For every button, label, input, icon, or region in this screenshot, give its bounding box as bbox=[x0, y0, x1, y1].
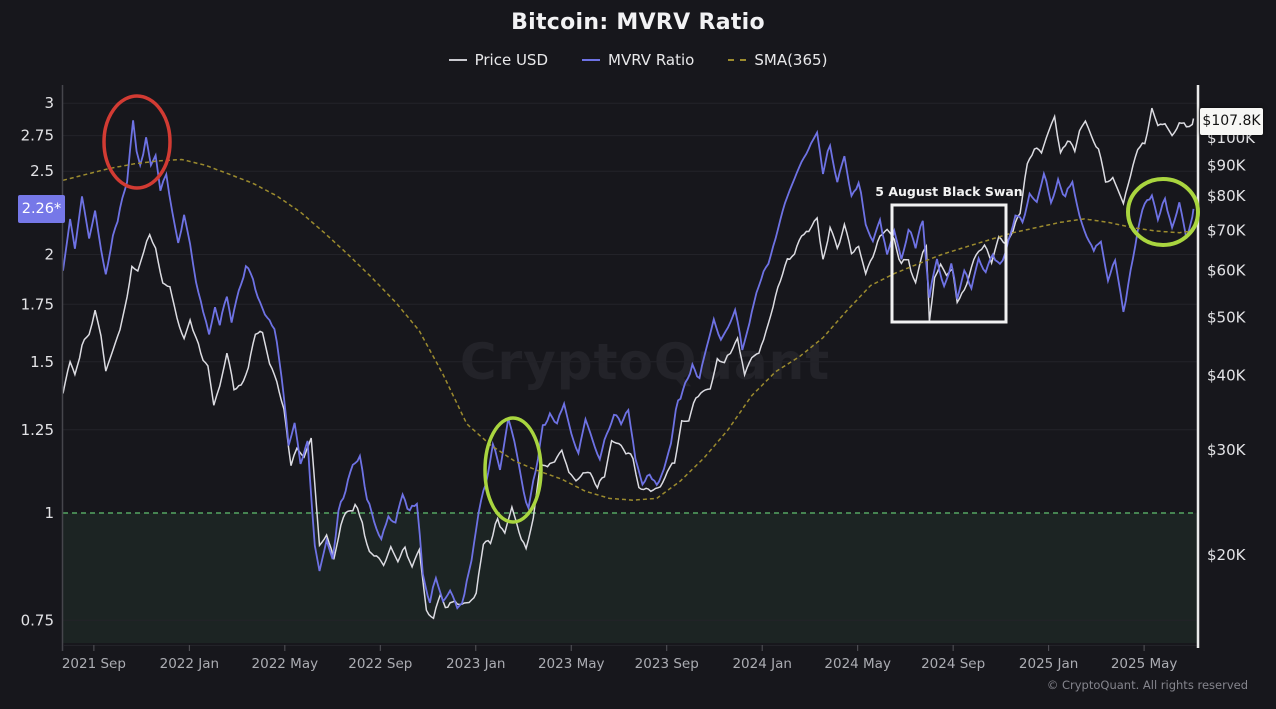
y-axis-right-tick-label: $30K bbox=[1207, 441, 1247, 459]
annotation-box bbox=[890, 203, 1008, 324]
y-axis-right-tick-label: $80K bbox=[1207, 187, 1247, 205]
y-axis-right-tick-label: $50K bbox=[1207, 309, 1247, 327]
copyright-note: © CryptoQuant. All rights reserved bbox=[1046, 678, 1248, 692]
annotation-box-label: 5 August Black Swan bbox=[875, 184, 1022, 199]
legend-item-mvrv-ratio[interactable]: MVRV Ratio bbox=[582, 51, 694, 69]
x-axis-tick-label: 2022 Sep bbox=[348, 656, 412, 672]
annotation-circle bbox=[483, 416, 543, 524]
y-axis-right-tick-label: $20K bbox=[1207, 546, 1247, 564]
annotation-circle bbox=[102, 94, 172, 190]
price-line-swatch bbox=[448, 59, 467, 61]
page-title: Bitcoin: MVRV Ratio bbox=[511, 10, 765, 35]
y-axis-left-tick-label: 1.75 bbox=[21, 295, 54, 313]
y-axis-right-tick-label: $40K bbox=[1207, 367, 1247, 385]
y-axis-right-tick-label: $70K bbox=[1207, 221, 1247, 239]
legend-label-sma-365: SMA(365) bbox=[754, 51, 828, 69]
price-current-value-badge: $107.8K bbox=[1200, 107, 1263, 135]
y-axis-right-tick-label: $90K bbox=[1207, 156, 1247, 174]
y-axis-left-tick-label: 1.25 bbox=[21, 421, 54, 439]
mvrv-ratio-line bbox=[62, 120, 1195, 610]
sma-line-swatch bbox=[728, 59, 747, 61]
below-threshold-zone bbox=[63, 513, 1197, 643]
legend-item-price-usd[interactable]: Price USD bbox=[448, 51, 548, 69]
y-axis-right-tick-label: $60K bbox=[1207, 261, 1247, 279]
x-axis-tick-label: 2022 Jan bbox=[160, 656, 219, 672]
legend-label-mvrv-ratio: MVRV Ratio bbox=[608, 51, 695, 69]
x-axis-tick-label: 2023 May bbox=[538, 656, 605, 672]
mvrv-line-swatch bbox=[582, 59, 600, 61]
chart-legend: Price USD MVRV Ratio SMA(365) bbox=[0, 51, 1276, 69]
y-axis-left-tick-label: 3 bbox=[44, 94, 54, 112]
x-axis-tick-label: 2024 Sep bbox=[921, 656, 985, 672]
mvrv-current-value-badge: 2.26* bbox=[18, 194, 65, 223]
sma-365-line bbox=[62, 158, 1194, 501]
x-axis-tick-label: 2023 Jan bbox=[446, 656, 505, 672]
price-usd-line bbox=[62, 107, 1195, 620]
x-axis-tick-label: 2022 May bbox=[252, 656, 319, 672]
y-axis-left-tick-label: 0.75 bbox=[21, 611, 54, 629]
x-axis-tick-label: 2023 Sep bbox=[635, 656, 699, 672]
x-axis-tick-label: 2025 Jan bbox=[1019, 656, 1078, 672]
legend-item-sma-365[interactable]: SMA(365) bbox=[728, 51, 827, 69]
y-axis-left-tick-label: 2.75 bbox=[21, 127, 54, 145]
y-axis-left-tick-label: 2 bbox=[44, 245, 54, 263]
y-axis-left-tick-label: 2.5 bbox=[30, 162, 54, 180]
y-axis-left-tick-label: 1 bbox=[44, 504, 54, 522]
x-axis-tick-label: 2024 May bbox=[824, 656, 891, 672]
x-axis-tick-label: 2021 Sep bbox=[62, 656, 126, 672]
x-axis-tick-label: 2024 Jan bbox=[732, 656, 791, 672]
legend-label-price-usd: Price USD bbox=[474, 51, 548, 69]
annotation-circle bbox=[1126, 177, 1200, 247]
x-axis-tick-label: 2025 May bbox=[1111, 656, 1178, 672]
y-axis-left-tick-label: 1.5 bbox=[30, 353, 54, 371]
